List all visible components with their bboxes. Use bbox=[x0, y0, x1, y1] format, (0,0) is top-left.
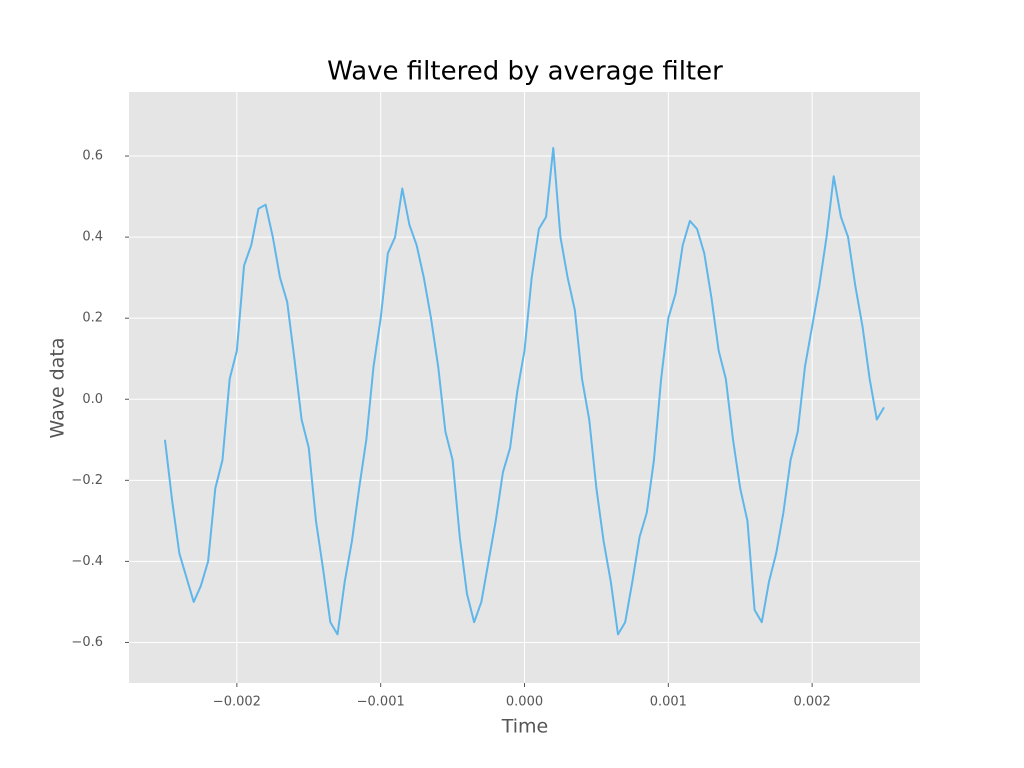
x-tick-label: −0.001 bbox=[357, 695, 405, 710]
y-tick-label: 0.4 bbox=[82, 230, 103, 245]
x-tick-label: 0.002 bbox=[794, 695, 831, 710]
y-tick-label: 0.0 bbox=[82, 392, 103, 407]
y-tick-label: −0.2 bbox=[71, 473, 103, 488]
x-tick-label: 0.001 bbox=[650, 695, 687, 710]
y-tick-label: −0.6 bbox=[71, 635, 103, 650]
y-axis-label: Wave data bbox=[47, 338, 69, 439]
x-tick-label: −0.002 bbox=[213, 695, 261, 710]
y-tick-label: −0.4 bbox=[71, 554, 103, 569]
y-tick-label: 0.2 bbox=[82, 311, 103, 326]
x-tick-label: 0.000 bbox=[506, 695, 543, 710]
wave-line bbox=[163, 146, 885, 636]
chart-title: Wave filtered by average filter bbox=[327, 57, 723, 87]
x-axis-label: Time bbox=[501, 716, 549, 738]
y-tick-label: 0.6 bbox=[82, 149, 103, 164]
